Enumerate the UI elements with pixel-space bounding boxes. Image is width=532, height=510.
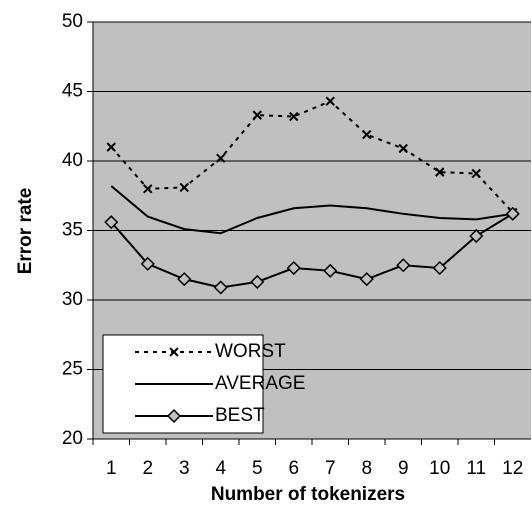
marker — [289, 111, 299, 122]
legend-label: BEST — [215, 405, 265, 426]
x-tick-label: 2 — [142, 458, 153, 479]
y-tick-label: 20 — [62, 428, 83, 449]
y-tick-label: 35 — [62, 220, 83, 241]
y-tick-label: 25 — [62, 359, 83, 380]
marker — [396, 258, 411, 273]
y-tick-label: 40 — [62, 150, 83, 171]
marker — [106, 142, 116, 152]
x-tick-label: 3 — [179, 458, 190, 479]
marker — [177, 272, 192, 287]
series-line — [110, 185, 513, 235]
marker — [471, 168, 481, 179]
x-tick-label: 9 — [398, 458, 409, 479]
marker — [435, 167, 445, 177]
series-line — [110, 212, 514, 289]
x-tick-label: 11 — [466, 458, 486, 479]
x-tick-label: 7 — [325, 458, 336, 479]
y-tick-label: 45 — [62, 81, 83, 102]
y-tick-label: 30 — [62, 289, 83, 310]
marker — [166, 408, 182, 424]
legend-label: WORST — [215, 341, 286, 362]
marker — [398, 143, 408, 154]
marker — [179, 182, 189, 193]
x-tick-label: 12 — [502, 458, 523, 479]
marker — [252, 110, 262, 120]
marker — [143, 184, 153, 194]
marker — [104, 215, 119, 230]
marker — [169, 347, 179, 357]
marker — [286, 260, 301, 276]
marker — [213, 280, 228, 295]
y-axis-label: Error rate — [15, 188, 36, 275]
x-tick-label: 10 — [429, 458, 450, 479]
marker — [140, 256, 155, 271]
legend: WORST AVERAGE BEST — [102, 334, 305, 434]
x-tick-label: 8 — [361, 458, 372, 479]
x-axis-label: Number of tokenizers — [211, 484, 405, 505]
y-tick-label: 50 — [62, 11, 83, 32]
marker — [250, 274, 265, 289]
legend-label: AVERAGE — [215, 373, 305, 394]
x-tick-label: 6 — [288, 458, 299, 479]
marker — [505, 206, 520, 221]
marker — [432, 260, 447, 276]
x-tick-label: 5 — [252, 458, 263, 479]
marker — [362, 129, 372, 140]
marker — [323, 263, 338, 278]
x-tick-label: 1 — [106, 458, 117, 479]
marker — [469, 228, 484, 244]
marker — [216, 153, 226, 163]
marker — [359, 272, 374, 287]
x-tick-label: 4 — [215, 458, 226, 479]
marker — [325, 96, 335, 106]
